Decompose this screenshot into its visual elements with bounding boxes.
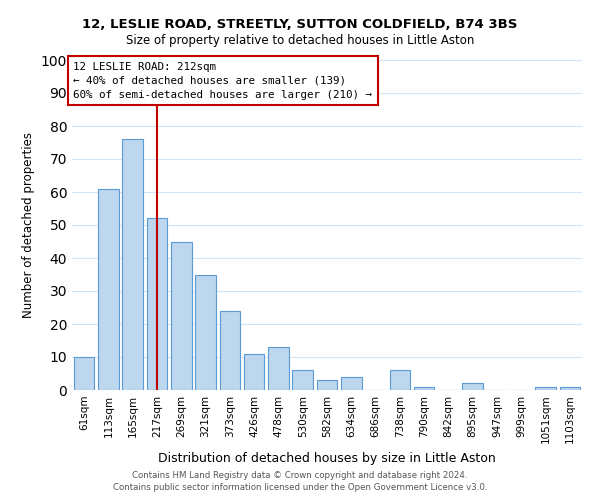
Bar: [414, 386, 434, 390]
Bar: [268, 347, 289, 390]
Bar: [122, 139, 143, 390]
Text: Contains HM Land Registry data © Crown copyright and database right 2024.
Contai: Contains HM Land Registry data © Crown c…: [113, 471, 487, 492]
Bar: [389, 370, 410, 390]
Bar: [244, 354, 265, 390]
Text: 12 LESLIE ROAD: 212sqm
← 40% of detached houses are smaller (139)
60% of semi-de: 12 LESLIE ROAD: 212sqm ← 40% of detached…: [73, 62, 372, 100]
Bar: [74, 357, 94, 390]
Bar: [535, 386, 556, 390]
Bar: [98, 188, 119, 390]
Text: Size of property relative to detached houses in Little Aston: Size of property relative to detached ho…: [126, 34, 474, 47]
Bar: [341, 377, 362, 390]
X-axis label: Distribution of detached houses by size in Little Aston: Distribution of detached houses by size …: [158, 452, 496, 465]
Bar: [292, 370, 313, 390]
Bar: [195, 274, 216, 390]
Bar: [220, 311, 240, 390]
Bar: [560, 386, 580, 390]
Y-axis label: Number of detached properties: Number of detached properties: [22, 132, 35, 318]
Bar: [171, 242, 191, 390]
Bar: [317, 380, 337, 390]
Text: 12, LESLIE ROAD, STREETLY, SUTTON COLDFIELD, B74 3BS: 12, LESLIE ROAD, STREETLY, SUTTON COLDFI…: [82, 18, 518, 30]
Bar: [146, 218, 167, 390]
Bar: [463, 384, 483, 390]
